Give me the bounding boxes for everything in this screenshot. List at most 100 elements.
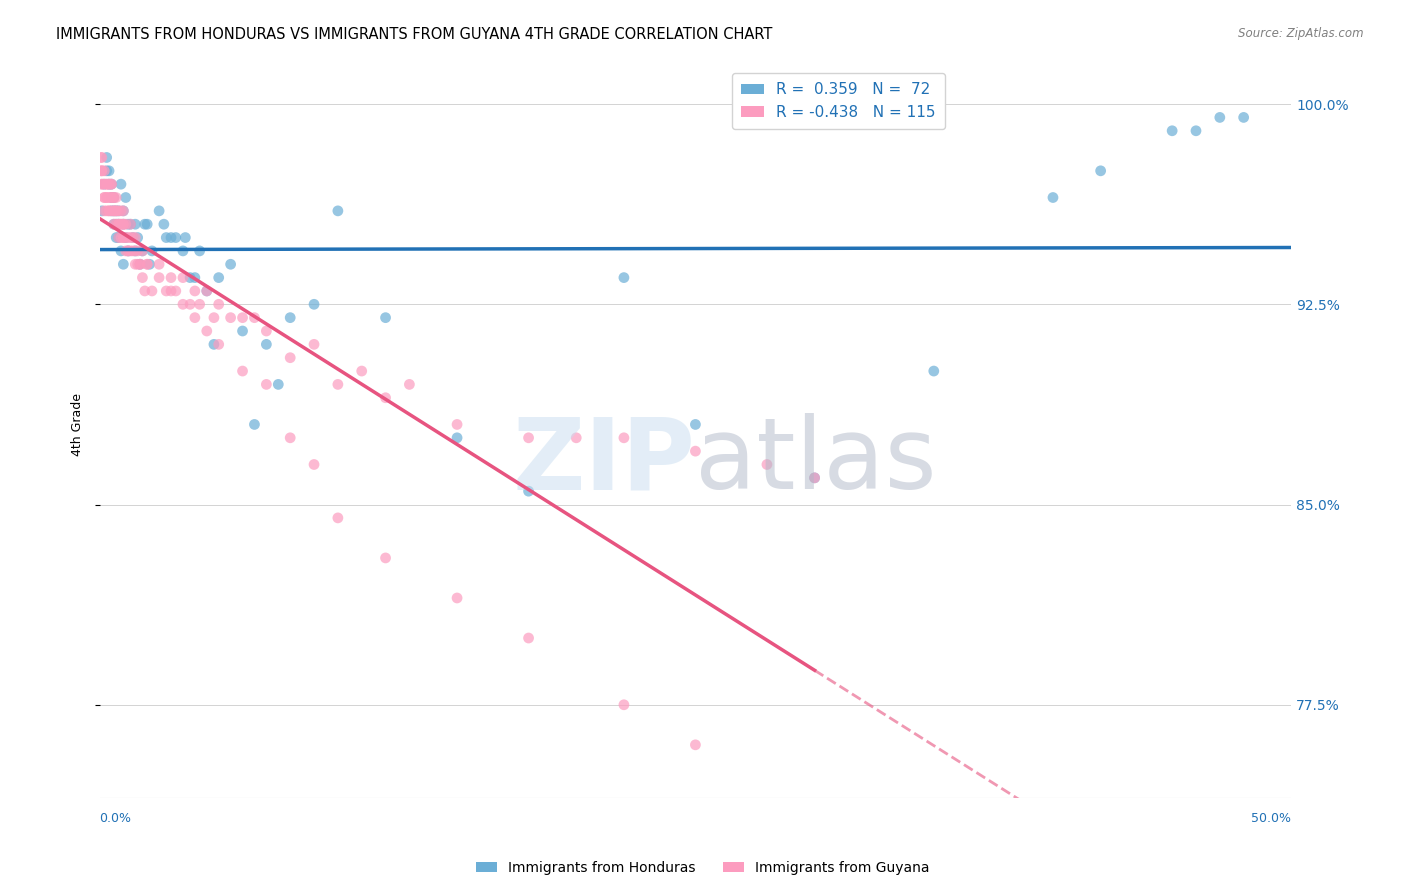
Point: [131, 270, 153, 285]
Point: [90, 164, 112, 178]
Point: [107, 217, 129, 231]
Point: [93, 164, 115, 178]
Point: [110, 217, 132, 231]
Point: [122, 244, 145, 258]
Point: [302, 458, 325, 472]
Point: [155, 230, 177, 244]
Point: [114, 217, 136, 231]
Point: [107, 217, 129, 231]
Point: [131, 244, 153, 258]
Point: [184, 270, 207, 285]
Point: [131, 244, 153, 258]
Point: [114, 244, 136, 258]
Point: [134, 284, 156, 298]
Text: 0.0%: 0.0%: [100, 812, 132, 824]
Point: [98, 177, 121, 191]
Point: [326, 203, 349, 218]
Point: [117, 244, 139, 258]
Point: [195, 284, 218, 298]
Point: [148, 203, 170, 218]
Point: [96, 190, 118, 204]
Point: [96, 177, 118, 191]
Point: [98, 203, 121, 218]
Point: [105, 230, 128, 244]
Point: [134, 217, 156, 231]
Point: [90, 203, 112, 218]
Point: [208, 297, 231, 311]
Point: [117, 244, 139, 258]
Legend: Immigrants from Honduras, Immigrants from Guyana: Immigrants from Honduras, Immigrants fro…: [471, 855, 935, 880]
Point: [160, 284, 183, 298]
Point: [685, 417, 707, 432]
Point: [148, 270, 170, 285]
Point: [188, 297, 211, 311]
Point: [103, 190, 125, 204]
Point: [96, 190, 118, 204]
Point: [179, 270, 201, 285]
Point: [93, 203, 115, 218]
Point: [174, 230, 197, 244]
Point: [127, 244, 149, 258]
Point: [278, 351, 301, 365]
Point: [755, 458, 778, 472]
Point: [98, 177, 121, 191]
Point: [103, 217, 125, 231]
Point: [124, 257, 146, 271]
Point: [100, 203, 122, 218]
Text: IMMIGRANTS FROM HONDURAS VS IMMIGRANTS FROM GUYANA 4TH GRADE CORRELATION CHART: IMMIGRANTS FROM HONDURAS VS IMMIGRANTS F…: [56, 27, 773, 42]
Point: [93, 190, 115, 204]
Point: [184, 284, 207, 298]
Point: [100, 177, 122, 191]
Point: [93, 190, 115, 204]
Point: [100, 190, 122, 204]
Point: [1233, 111, 1256, 125]
Point: [103, 190, 125, 204]
Point: [112, 217, 135, 231]
Text: ZIP: ZIP: [513, 413, 696, 510]
Point: [93, 177, 115, 191]
Point: [114, 190, 136, 204]
Point: [105, 203, 128, 218]
Point: [117, 244, 139, 258]
Point: [105, 190, 128, 204]
Point: [302, 337, 325, 351]
Point: [96, 203, 118, 218]
Point: [326, 511, 349, 525]
Point: [172, 297, 194, 311]
Point: [112, 203, 135, 218]
Point: [165, 284, 187, 298]
Point: [374, 391, 396, 405]
Y-axis label: 4th Grade: 4th Grade: [72, 393, 84, 456]
Point: [100, 177, 122, 191]
Point: [232, 310, 254, 325]
Point: [172, 270, 194, 285]
Point: [153, 217, 176, 231]
Point: [148, 257, 170, 271]
Point: [803, 471, 825, 485]
Point: [613, 431, 636, 445]
Point: [124, 244, 146, 258]
Text: 50.0%: 50.0%: [1251, 812, 1291, 824]
Point: [302, 297, 325, 311]
Point: [129, 257, 152, 271]
Point: [129, 257, 152, 271]
Point: [98, 190, 121, 204]
Point: [446, 417, 468, 432]
Point: [160, 270, 183, 285]
Point: [136, 257, 159, 271]
Point: [124, 217, 146, 231]
Point: [120, 217, 142, 231]
Point: [446, 431, 468, 445]
Point: [141, 244, 163, 258]
Point: [219, 257, 242, 271]
Point: [105, 203, 128, 218]
Point: [112, 230, 135, 244]
Point: [110, 203, 132, 218]
Point: [105, 217, 128, 231]
Point: [446, 591, 468, 605]
Point: [613, 270, 636, 285]
Point: [202, 310, 225, 325]
Point: [922, 364, 945, 378]
Point: [1161, 124, 1184, 138]
Point: [172, 244, 194, 258]
